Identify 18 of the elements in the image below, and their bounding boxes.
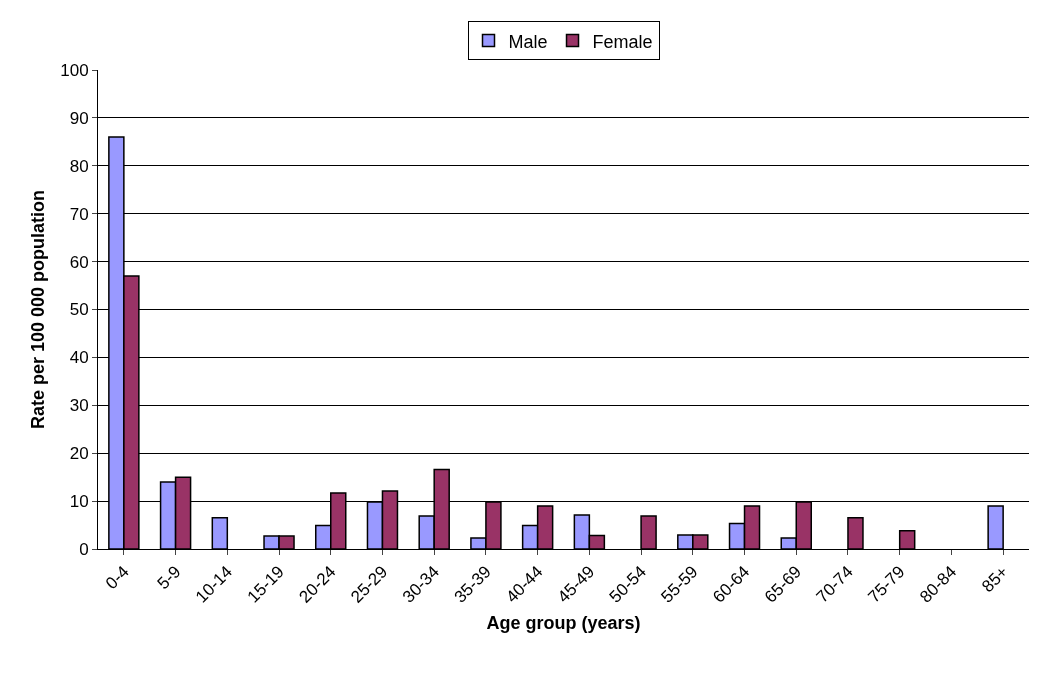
y-tick-label: 20 (69, 444, 89, 464)
legend-label: Male (508, 31, 548, 52)
y-tick-label: 0 (79, 539, 89, 559)
y-tick-label: 60 (69, 252, 89, 272)
y-tick-label: 40 (69, 348, 89, 368)
x-axis-title: Age group (years) (486, 612, 641, 633)
y-axis-title: Rate per 100 000 population (28, 189, 49, 430)
y-tick-label: 70 (69, 204, 89, 224)
y-tick-label: 90 (69, 108, 89, 128)
y-tick-label: 30 (69, 396, 89, 416)
y-tick-label: 80 (69, 156, 89, 176)
y-tick-label: 50 (69, 300, 89, 320)
x-tick-label: 85+ (978, 562, 1013, 597)
y-tick-label: 10 (69, 492, 89, 512)
x-tick-label: 0-4 (101, 562, 133, 594)
y-tick-label: 100 (60, 60, 89, 80)
legend-label: Female (592, 31, 653, 52)
x-tick-label: 5-9 (153, 562, 185, 594)
